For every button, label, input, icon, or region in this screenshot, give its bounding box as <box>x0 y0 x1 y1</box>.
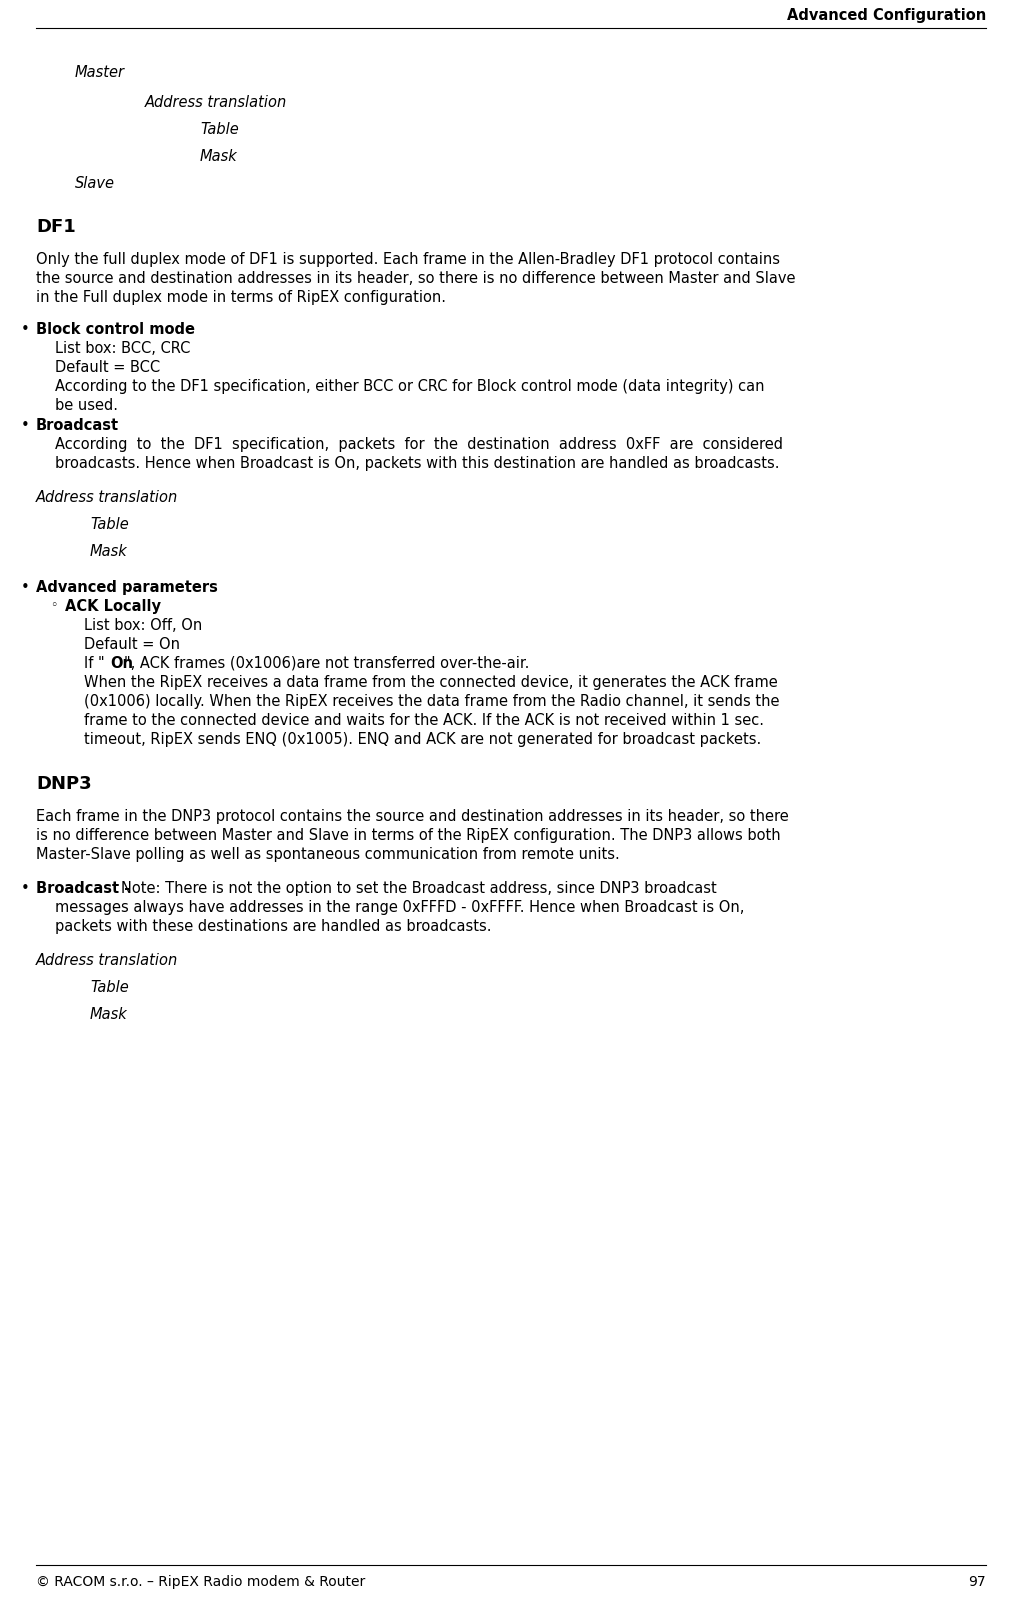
Text: DNP3: DNP3 <box>36 776 92 793</box>
Text: ", ACK frames (0x1006)are not transferred over-the-air.: ", ACK frames (0x1006)are not transferre… <box>125 656 529 672</box>
Text: (0x1006) locally. When the RipEX receives the data frame from the Radio channel,: (0x1006) locally. When the RipEX receive… <box>84 694 780 708</box>
Text: Table: Table <box>90 980 129 995</box>
Text: •: • <box>21 321 30 337</box>
Text: packets with these destinations are handled as broadcasts.: packets with these destinations are hand… <box>55 919 492 934</box>
Text: According  to  the  DF1  specification,  packets  for  the  destination  address: According to the DF1 specification, pack… <box>55 437 783 453</box>
Text: Advanced parameters: Advanced parameters <box>36 580 218 595</box>
Text: •: • <box>21 881 30 895</box>
Text: Table: Table <box>90 516 129 532</box>
Text: Block control mode: Block control mode <box>36 321 195 337</box>
Text: •: • <box>21 580 30 595</box>
Text: timeout, RipEX sends ENQ (0x1005). ENQ and ACK are not generated for broadcast p: timeout, RipEX sends ENQ (0x1005). ENQ a… <box>84 732 761 747</box>
Text: Table: Table <box>200 122 239 138</box>
Text: Master: Master <box>75 66 125 80</box>
Text: ACK Locally: ACK Locally <box>65 600 161 614</box>
Text: is no difference between Master and Slave in terms of the RipEX configuration. T: is no difference between Master and Slav… <box>36 828 781 843</box>
Text: be used.: be used. <box>55 398 118 413</box>
Text: Broadcast: Broadcast <box>36 417 120 433</box>
Text: frame to the connected device and waits for the ACK. If the ACK is not received : frame to the connected device and waits … <box>84 713 764 728</box>
Text: Address translation: Address translation <box>36 489 178 505</box>
Text: Each frame in the DNP3 protocol contains the source and destination addresses in: Each frame in the DNP3 protocol contains… <box>36 809 789 823</box>
Text: List box: Off, On: List box: Off, On <box>84 617 202 633</box>
Text: messages always have addresses in the range 0xFFFD - 0xFFFF. Hence when Broadcas: messages always have addresses in the ra… <box>55 900 744 915</box>
Text: in the Full duplex mode in terms of RipEX configuration.: in the Full duplex mode in terms of RipE… <box>36 289 446 305</box>
Text: Address translation: Address translation <box>145 94 287 110</box>
Text: According to the DF1 specification, either BCC or CRC for Block control mode (da: According to the DF1 specification, eith… <box>55 379 764 393</box>
Text: When the RipEX receives a data frame from the connected device, it generates the: When the RipEX receives a data frame fro… <box>84 675 778 691</box>
Text: DF1: DF1 <box>36 217 76 237</box>
Text: ◦: ◦ <box>50 600 57 612</box>
Text: Mask: Mask <box>90 1007 128 1022</box>
Text: Advanced Configuration: Advanced Configuration <box>787 8 986 22</box>
Text: Only the full duplex mode of DF1 is supported. Each frame in the Allen-Bradley D: Only the full duplex mode of DF1 is supp… <box>36 253 780 267</box>
Text: On: On <box>110 656 133 672</box>
Text: Mask: Mask <box>200 149 238 165</box>
Text: Default = On: Default = On <box>84 636 180 652</box>
Text: © RACOM s.r.o. – RipEX Radio modem & Router: © RACOM s.r.o. – RipEX Radio modem & Rou… <box>36 1575 365 1589</box>
Text: Broadcast -: Broadcast - <box>36 881 135 895</box>
Text: the source and destination addresses in its header, so there is no difference be: the source and destination addresses in … <box>36 270 795 286</box>
Text: Mask: Mask <box>90 544 128 560</box>
Text: Slave: Slave <box>75 176 115 190</box>
Text: List box: BCC, CRC: List box: BCC, CRC <box>55 341 190 357</box>
Text: •: • <box>21 417 30 433</box>
Text: broadcasts. Hence when Broadcast is On, packets with this destination are handle: broadcasts. Hence when Broadcast is On, … <box>55 456 780 472</box>
Text: Note: There is not the option to set the Broadcast address, since DNP3 broadcast: Note: There is not the option to set the… <box>122 881 717 895</box>
Text: If ": If " <box>84 656 104 672</box>
Text: 97: 97 <box>969 1575 986 1589</box>
Text: Master-Slave polling as well as spontaneous communication from remote units.: Master-Slave polling as well as spontane… <box>36 847 619 862</box>
Text: Address translation: Address translation <box>36 953 178 967</box>
Text: Default = BCC: Default = BCC <box>55 360 160 376</box>
